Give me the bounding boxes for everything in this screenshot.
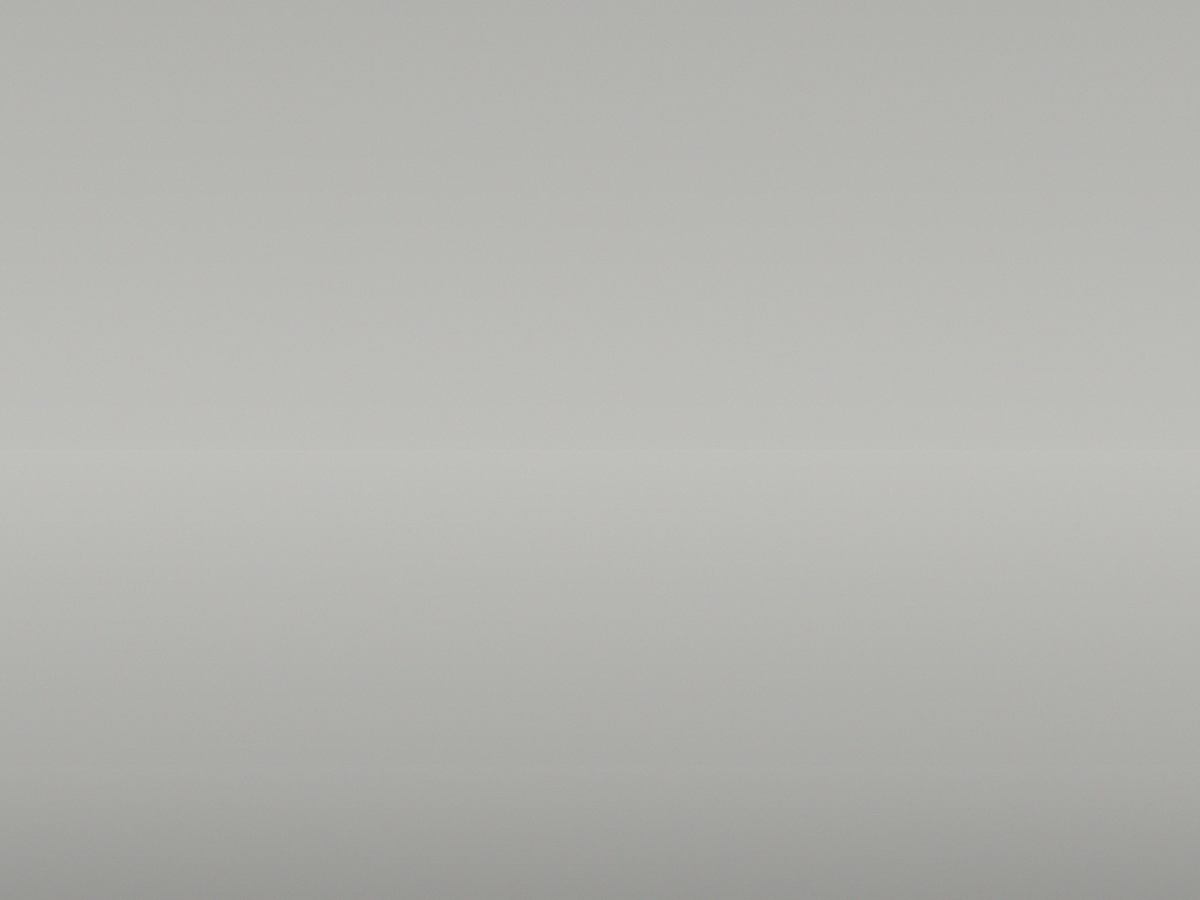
Text: Enter: Enter: [895, 679, 962, 698]
Text: in C₂H₃O₂⁻ and 0.10 M in HC₂H₃O₂.: in C₂H₃O₂⁻ and 0.10 M in HC₂H₃O₂.: [229, 243, 944, 285]
Text: Ka of HC₂H₃O₂ = 1.8×10-5: Ka of HC₂H₃O₂ = 1.8×10-5: [283, 421, 798, 460]
Bar: [355, 666, 880, 711]
Text: The 100. mL of buffer solution is 0.05 M: The 100. mL of buffer solution is 0.05 M: [229, 194, 1061, 237]
FancyBboxPatch shape: [880, 662, 978, 715]
Text: pH of Soln w/ Acid: pH of Soln w/ Acid: [533, 636, 697, 654]
Text: ?: ?: [821, 497, 841, 535]
Text: What is the resulting pH when 20.0 mL of: What is the resulting pH when 20.0 mL of: [229, 299, 1094, 340]
Text: pH after strong acid added =: pH after strong acid added =: [229, 492, 848, 535]
Bar: [797, 492, 866, 539]
Text: 0.1 M HCl is added to the buffer?: 0.1 M HCl is added to the buffer?: [271, 346, 959, 389]
